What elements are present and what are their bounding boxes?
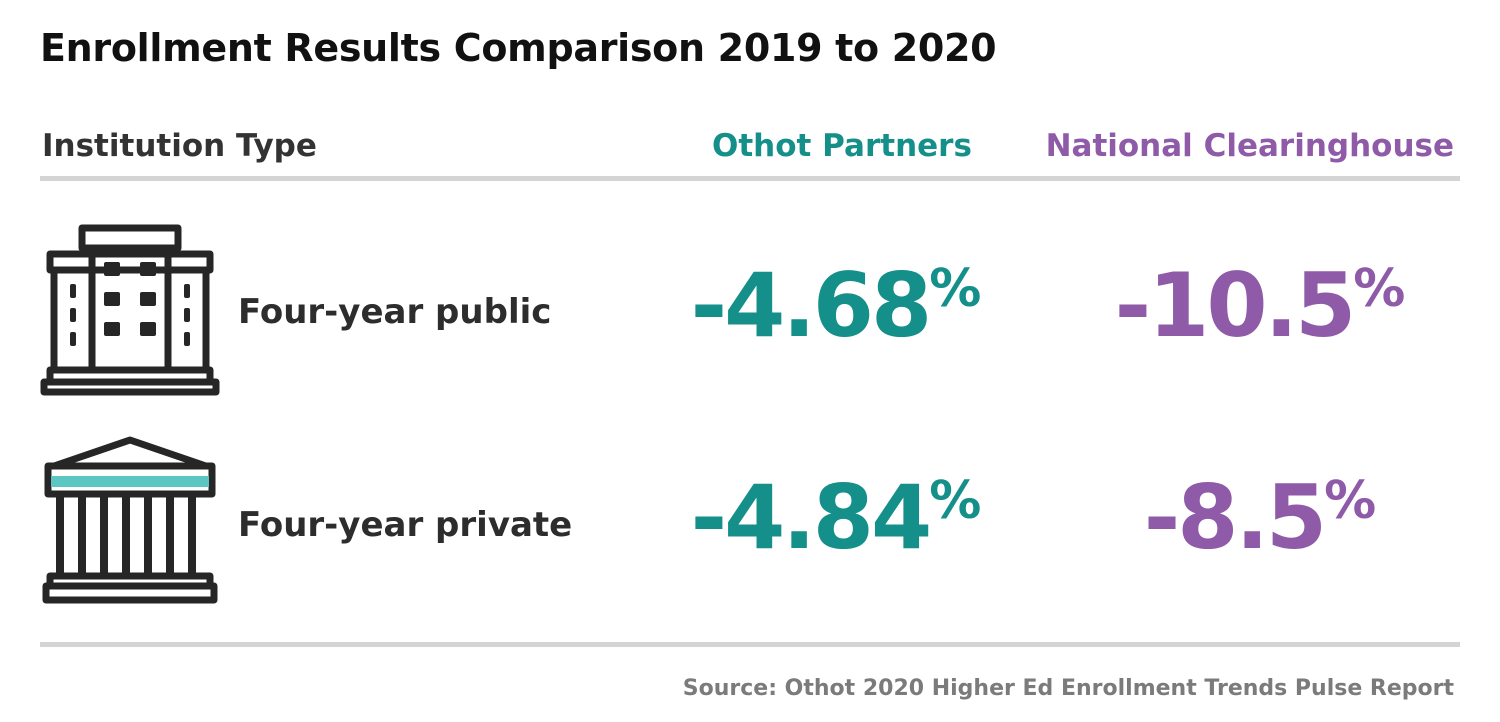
value-number: -10.5 [1114, 254, 1357, 357]
value-othot-four-year-private: -4.84% [676, 466, 996, 569]
value-number: -4.68 [690, 254, 933, 357]
percent-sign: % [1324, 471, 1377, 531]
percent-sign: % [1353, 259, 1406, 319]
column-header-institution-type: Institution Type [42, 128, 317, 164]
percent-sign: % [929, 259, 982, 319]
private-college-columns-icon [42, 436, 218, 604]
footer-divider [40, 642, 1460, 647]
column-header-national-clearinghouse: National Clearinghouse [1045, 128, 1454, 164]
header-divider [40, 176, 1460, 181]
row-label-four-year-private: Four-year private [238, 505, 573, 545]
value-national-four-year-public: -10.5% [1100, 254, 1420, 357]
source-note: Source: Othot 2020 Higher Ed Enrollment … [682, 676, 1454, 701]
value-number: -4.84 [690, 466, 933, 569]
value-number: -8.5 [1143, 466, 1327, 569]
percent-sign: % [929, 471, 982, 531]
value-national-four-year-private: -8.5% [1100, 466, 1420, 569]
public-university-building-icon [40, 224, 220, 396]
row-label-four-year-public: Four-year public [238, 292, 552, 332]
page-title: Enrollment Results Comparison 2019 to 20… [40, 26, 997, 70]
column-header-othot-partners: Othot Partners [712, 128, 972, 164]
value-othot-four-year-public: -4.68% [676, 254, 996, 357]
